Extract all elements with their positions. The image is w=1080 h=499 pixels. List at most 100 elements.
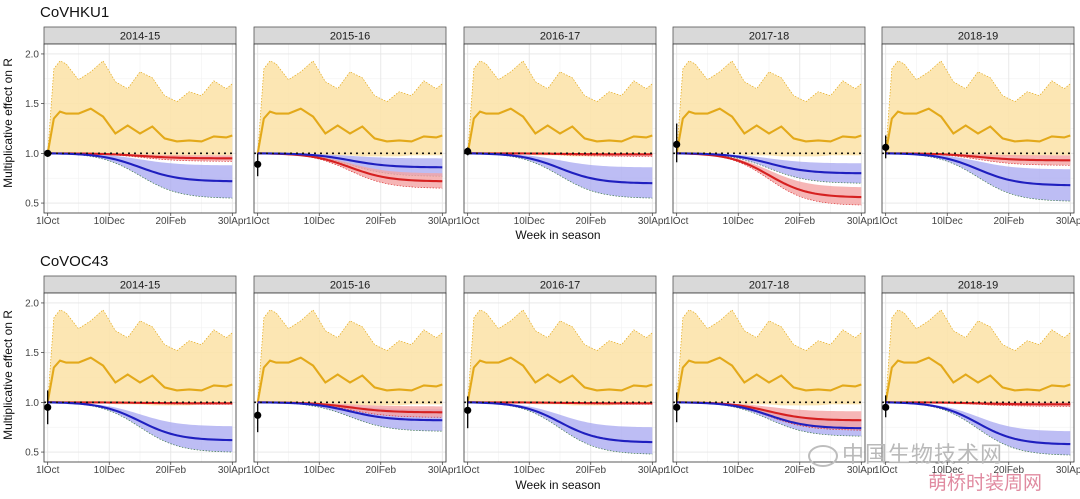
- y-axis-title: Multiplicative effect on R: [1, 58, 15, 188]
- panel-border: [672, 292, 866, 463]
- y-tick-label: 1.5: [25, 348, 39, 359]
- x-tick-label: 10lDec: [514, 465, 545, 476]
- gold-line: [46, 107, 233, 154]
- x-tick-label: 1lOct: [665, 465, 689, 476]
- gold-band: [467, 309, 653, 406]
- panel-strip-label: 2015-16: [330, 280, 370, 292]
- panel-border: [253, 292, 447, 463]
- blue-line: [257, 152, 443, 169]
- row-title: CoVHKU1: [40, 4, 109, 21]
- panel-covoc43-2014-15: 2014-15 1lOct 10lDec 20lFeb 30lApr 0.5 1.0 1.5 2…: [25, 275, 248, 476]
- panel-border: [672, 43, 866, 214]
- y-tick-label: 1.0: [25, 398, 39, 409]
- blue-line: [676, 152, 862, 175]
- chat-bubble-icon: [808, 445, 838, 467]
- initial-point: [254, 411, 262, 419]
- panel-covhku1-2018-19: 2018-19 1lOct 10lDec 20lFeb 30lApr: [874, 26, 1080, 227]
- gold-band: [676, 309, 862, 406]
- y-tick-label: 2.0: [25, 298, 39, 309]
- gold-line: [884, 107, 1071, 154]
- initial-point: [882, 143, 890, 151]
- initial-point: [673, 403, 681, 411]
- x-tick-label: 20lFeb: [784, 216, 815, 227]
- x-tick-label: 20lFeb: [575, 216, 606, 227]
- watermark-main: 中国生物技术网: [808, 437, 1003, 469]
- gold-line: [884, 356, 1071, 403]
- panel-border: [43, 43, 237, 214]
- blue-line: [676, 401, 862, 430]
- y-tick-label: 1.5: [25, 99, 39, 110]
- y-tick-label: 0.5: [25, 448, 39, 459]
- panel-covoc43-2015-16: 2015-16 1lOct 10lDec 20lFeb 30lApr: [246, 275, 458, 476]
- x-tick-label: 10lDec: [932, 465, 963, 476]
- panel-strip-label: 2014-15: [120, 280, 160, 292]
- x-tick-label: 30lApr: [638, 216, 668, 227]
- x-tick-label: 1lOct: [36, 216, 60, 227]
- x-tick-label: 1lOct: [874, 216, 898, 227]
- gold-line: [466, 107, 653, 154]
- x-tick-label: 1lOct: [874, 465, 898, 476]
- blue-line: [885, 152, 1071, 187]
- gold-band: [676, 60, 862, 157]
- x-tick-label: 1lOct: [246, 465, 270, 476]
- y-tick-label: 2.0: [25, 49, 39, 60]
- panel-strip-label: 2014-15: [120, 31, 160, 43]
- panel-strip-label: 2016-17: [540, 280, 580, 292]
- gold-line: [256, 107, 443, 154]
- x-tick-label: 1lOct: [456, 216, 480, 227]
- x-tick-label: 20lFeb: [575, 465, 606, 476]
- blue-line: [47, 152, 233, 183]
- gold-band: [47, 309, 233, 406]
- y-axis-title: Multiplicative effect on R: [1, 310, 15, 440]
- red-band: [47, 153, 233, 162]
- panel-border: [253, 43, 447, 214]
- red-line: [885, 401, 1071, 406]
- initial-point: [464, 406, 472, 414]
- gold-band: [47, 60, 233, 157]
- x-axis-title: Week in season: [515, 478, 600, 492]
- x-tick-label: 10lDec: [304, 465, 335, 476]
- initial-point: [464, 147, 472, 155]
- panel-strip-label: 2016-17: [540, 31, 580, 43]
- blue-band: [467, 402, 653, 455]
- gold-band: [257, 309, 443, 406]
- x-tick-label: 10lDec: [723, 465, 754, 476]
- panel-covoc43-2017-18: 2017-18 1lOct 10lDec 20lFeb 30lApr: [665, 275, 876, 476]
- blue-band: [885, 402, 1071, 456]
- x-tick-label: 30lApr: [1056, 216, 1080, 227]
- initial-point: [44, 149, 52, 157]
- x-tick-label: 20lFeb: [365, 216, 396, 227]
- y-tick-label: 0.5: [25, 199, 39, 210]
- x-tick-label: 1lOct: [36, 465, 60, 476]
- x-tick-label: 10lDec: [304, 216, 335, 227]
- x-tick-label: 30lApr: [428, 216, 458, 227]
- blue-line: [467, 401, 653, 444]
- panel-border: [463, 43, 657, 214]
- panel-border: [43, 292, 237, 463]
- gold-band: [467, 60, 653, 157]
- panel-strip-label: 2018-19: [958, 31, 998, 43]
- panel-covhku1-2014-15: 2014-15 1lOct 10lDec 20lFeb 30lApr 0.5 1.0 1.5 2…: [25, 26, 247, 227]
- x-tick-label: 10lDec: [94, 216, 125, 227]
- x-tick-label: 10lDec: [94, 465, 125, 476]
- red-band: [257, 402, 443, 418]
- x-tick-label: 10lDec: [723, 216, 754, 227]
- panel-covhku1-2015-16: 2015-16 1lOct 10lDec 20lFeb 30lApr: [246, 26, 458, 227]
- gold-line: [466, 356, 653, 403]
- gold-line: [675, 107, 862, 154]
- panel-covoc43-2016-17: 2016-17 1lOct 10lDec 20lFeb 30lApr: [456, 275, 667, 476]
- initial-point: [44, 403, 52, 411]
- facet-row-covhku1: CoVHKU1 Multiplicative effect on R Week in…: [1, 4, 1080, 242]
- blue-line: [47, 401, 233, 442]
- initial-point: [673, 140, 681, 149]
- facet-row-covoc43: CoVOC43 Multiplicative effect on R Week in…: [1, 253, 1080, 492]
- x-tick-label: 30lApr: [428, 465, 458, 476]
- x-tick-label: 30lApr: [218, 465, 248, 476]
- red-band: [676, 153, 862, 206]
- gold-band: [885, 60, 1071, 157]
- red-band: [885, 153, 1071, 166]
- panel-covhku1-2016-17: 2016-17 1lOct 10lDec 20lFeb 30lApr: [456, 26, 668, 227]
- gold-line: [256, 356, 443, 403]
- row-title: CoVOC43: [40, 253, 108, 270]
